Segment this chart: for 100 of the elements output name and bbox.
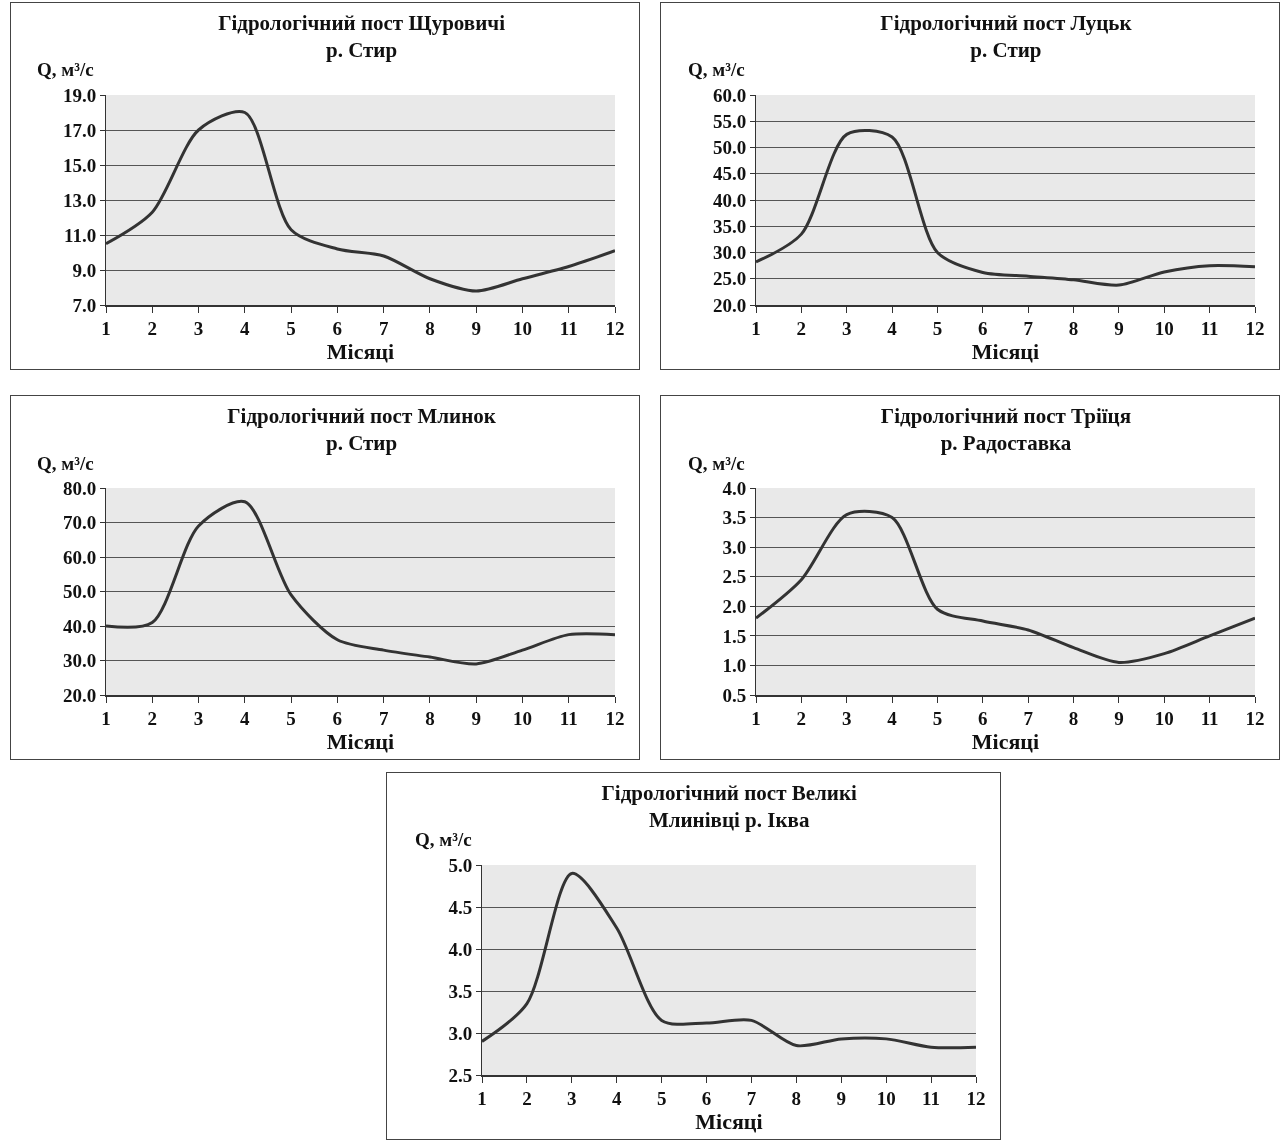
y-tick-label: 2.5 [722, 566, 747, 588]
x-tick-label: 6 [978, 318, 988, 340]
x-tick-label: 10 [512, 708, 532, 730]
x-tick-label: 1 [101, 318, 111, 340]
x-tick-label: 2 [147, 318, 158, 340]
x-tick-label: 4 [887, 318, 898, 340]
y-tick-label: 19.0 [62, 84, 97, 106]
y-tick-label: 2.5 [448, 1064, 473, 1086]
x-tick-label: 10 [876, 1088, 896, 1110]
x-tick-label: 2 [147, 708, 158, 730]
x-tick-label: 5 [286, 708, 296, 730]
y-axis-title: Q, м³/с [37, 59, 94, 80]
x-tick-label: 6 [978, 708, 988, 730]
chart-title: Гідрологічний пост Великі Млинівці р. Іква [601, 781, 858, 833]
x-tick-label: 2 [796, 318, 807, 340]
y-axis-title: Q, м³/с [415, 829, 472, 850]
x-tick-label: 1 [477, 1088, 487, 1110]
x-tick-label: 9 [471, 318, 481, 340]
y-tick-label: 0.5 [722, 684, 747, 706]
x-tick-label: 10 [1154, 708, 1174, 730]
x-tick-label: 3 [193, 708, 204, 730]
y-tick-label: 3.5 [722, 507, 747, 529]
x-tick-label: 11 [922, 1088, 941, 1110]
x-tick-label: 8 [425, 318, 435, 340]
x-tick-label: 5 [932, 318, 943, 340]
x-tick-label: 2 [796, 708, 807, 730]
y-tick-label: 45.0 [712, 163, 747, 185]
chart-title: Гідрологічний пост Млинок р. Стир [227, 404, 497, 456]
x-axis-title: Місяці [695, 1109, 763, 1135]
x-tick-label: 12 [1245, 318, 1265, 340]
y-tick-label: 80.0 [62, 477, 97, 499]
y-tick-label: 50.0 [62, 581, 97, 603]
x-tick-label: 1 [751, 708, 761, 730]
y-tick-label: 40.0 [62, 615, 97, 637]
x-tick-label: 5 [286, 318, 296, 340]
x-tick-label: 1 [751, 318, 761, 340]
y-tick-label: 1.5 [722, 625, 747, 647]
x-tick-label: 6 [332, 318, 343, 340]
chart-title: Гідрологічний пост Тріїця р. Радоставка [880, 404, 1132, 456]
y-tick-label: 7.0 [72, 294, 97, 316]
x-tick-label: 4 [240, 318, 251, 340]
y-tick-label: 17.0 [62, 119, 97, 141]
x-tick-label: 8 [425, 708, 435, 730]
y-tick-label: 50.0 [712, 137, 747, 159]
x-tick-label: 10 [512, 318, 532, 340]
x-tick-label: 9 [836, 1088, 847, 1110]
y-tick-label: 2.0 [722, 595, 747, 617]
x-tick-label: 9 [1114, 318, 1124, 340]
y-axis-title: Q, м³/с [688, 59, 745, 80]
y-tick-label: 25.0 [712, 268, 747, 290]
x-tick-label: 2 [522, 1088, 532, 1110]
y-tick-label: 30.0 [62, 650, 97, 672]
x-tick-label: 3 [841, 318, 852, 340]
x-tick-label: 7 [746, 1088, 757, 1110]
x-tick-label: 8 [1068, 708, 1079, 730]
x-tick-label: 6 [701, 1088, 712, 1110]
x-tick-label: 8 [1068, 318, 1079, 340]
y-tick-label: 60.0 [712, 84, 747, 106]
x-tick-label: 3 [567, 1088, 577, 1110]
x-tick-label: 7 [1023, 708, 1034, 730]
x-tick-label: 1 [101, 708, 111, 730]
x-axis-title: Місяці [326, 729, 395, 755]
x-tick-label: 7 [1023, 318, 1034, 340]
y-tick-label: 55.0 [712, 110, 747, 132]
x-tick-label: 7 [378, 708, 389, 730]
y-tick-label: 3.0 [448, 1022, 473, 1044]
x-axis-title: Місяці [971, 339, 1040, 365]
chart-title: Гідрологічний пост Луцьк р. Стир [880, 11, 1133, 63]
y-tick-label: 70.0 [62, 512, 97, 534]
x-tick-label: 12 [605, 318, 625, 340]
y-tick-label: 9.0 [72, 259, 97, 281]
x-tick-label: 6 [332, 708, 343, 730]
y-tick-label: 35.0 [712, 215, 747, 237]
y-tick-label: 20.0 [712, 294, 747, 316]
x-tick-label: 4 [240, 708, 251, 730]
x-tick-label: 12 [966, 1088, 986, 1110]
x-tick-label: 3 [841, 708, 852, 730]
x-tick-label: 4 [611, 1088, 622, 1110]
x-tick-label: 11 [559, 708, 578, 730]
x-tick-label: 5 [656, 1088, 667, 1110]
x-tick-label: 12 [1245, 708, 1265, 730]
y-tick-label: 11.0 [64, 224, 97, 246]
y-tick-label: 3.0 [722, 536, 747, 558]
x-tick-label: 12 [605, 708, 625, 730]
y-tick-label: 5.0 [448, 854, 473, 876]
x-tick-label: 3 [193, 318, 204, 340]
y-tick-label: 20.0 [62, 684, 97, 706]
chart-title: Гідрологічний пост Щуровичі р. Стир [218, 11, 506, 63]
y-tick-label: 1.0 [722, 655, 747, 677]
x-tick-label: 9 [471, 708, 481, 730]
x-tick-label: 11 [1200, 708, 1219, 730]
y-tick-label: 60.0 [62, 546, 97, 568]
y-tick-label: 30.0 [712, 242, 747, 264]
x-tick-label: 4 [887, 708, 898, 730]
x-axis-title: Місяці [326, 339, 395, 365]
y-tick-label: 15.0 [62, 154, 97, 176]
x-tick-label: 5 [932, 708, 943, 730]
y-tick-label: 13.0 [62, 189, 97, 211]
y-axis-title: Q, м³/с [37, 453, 94, 474]
x-tick-label: 11 [559, 318, 578, 340]
